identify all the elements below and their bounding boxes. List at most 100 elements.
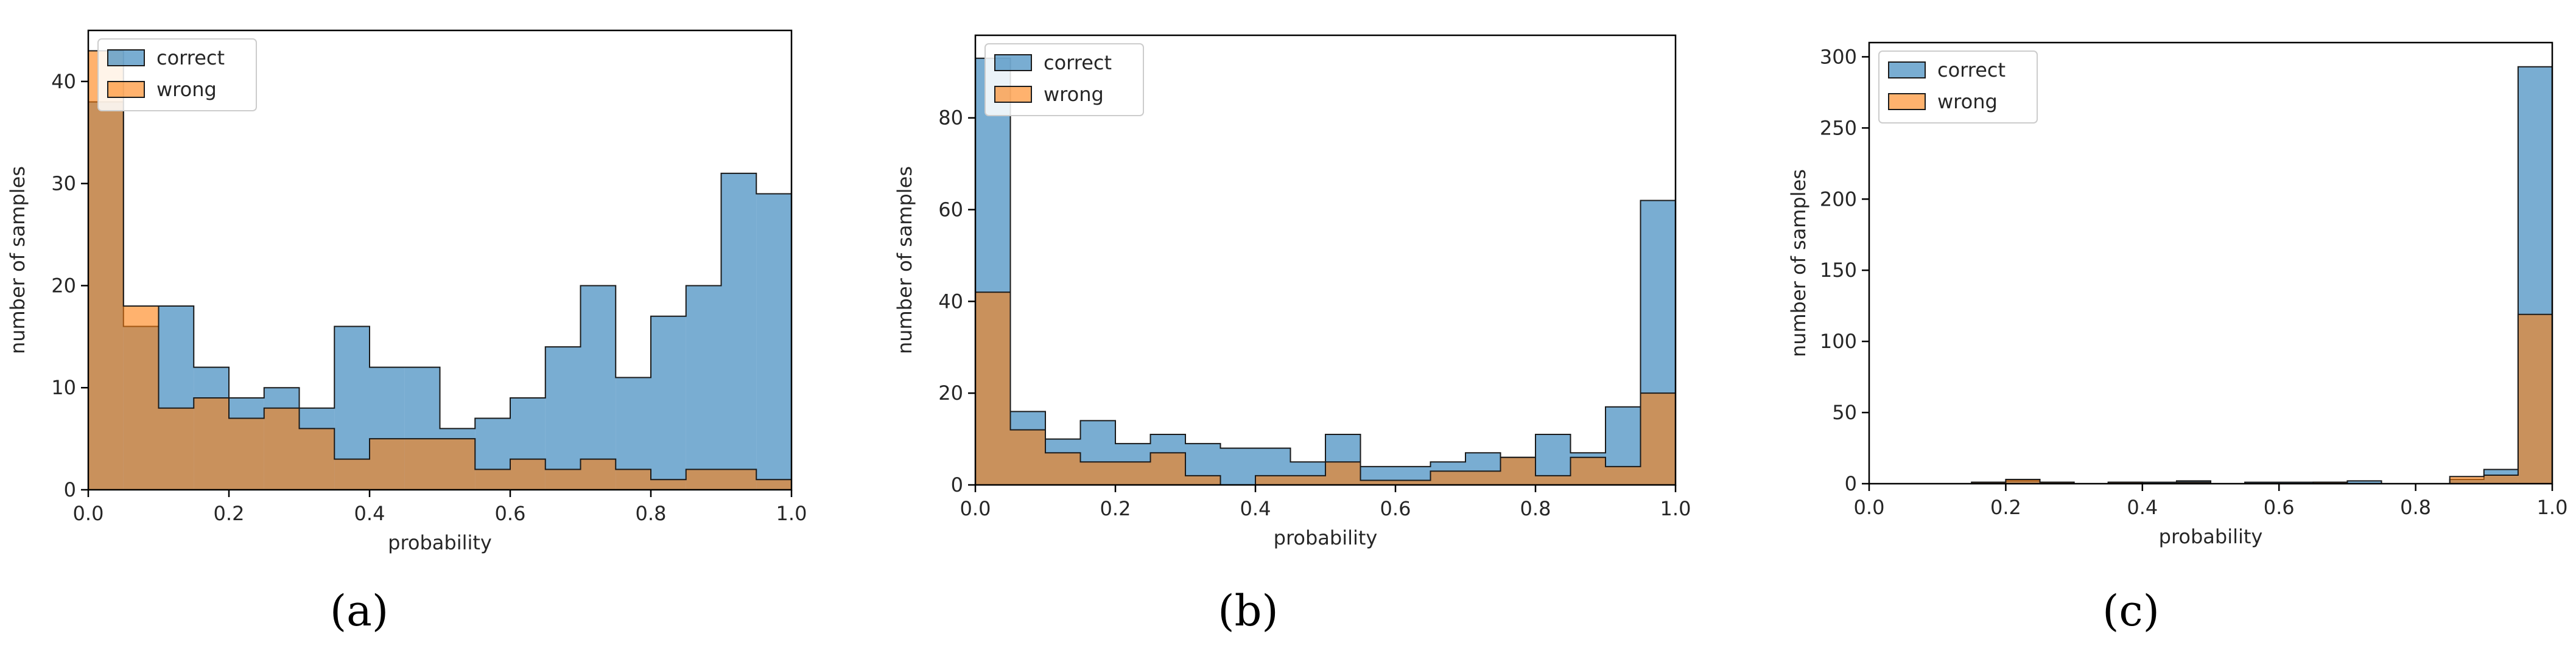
- bar-wrong-4: [1115, 462, 1151, 485]
- x-tick-label: 1.0: [1660, 497, 1691, 520]
- bar-wrong-11: [1360, 480, 1395, 485]
- bar-wrong-15: [1500, 457, 1535, 485]
- bar-wrong-18: [721, 469, 757, 490]
- x-tick-label: 0.8: [2400, 496, 2431, 519]
- legend-label-wrong: wrong: [1044, 83, 1104, 106]
- panel-caption: (a): [330, 586, 388, 636]
- x-tick-label: 0.4: [2127, 496, 2158, 519]
- bar-wrong-2: [158, 408, 194, 490]
- x-tick-label: 0.4: [354, 502, 385, 525]
- y-tick-label: 300: [1820, 45, 1857, 68]
- bar-correct-13: [545, 347, 581, 490]
- bar-wrong-4: [2006, 479, 2040, 484]
- bar-wrong-5: [264, 408, 300, 490]
- bar-wrong-17: [686, 469, 721, 490]
- x-tick-label: 0.2: [1990, 496, 2021, 519]
- x-tick-label: 0.6: [495, 502, 526, 525]
- bar-wrong-8: [370, 439, 405, 490]
- y-tick-label: 20: [938, 381, 963, 405]
- bar-wrong-0: [88, 50, 124, 490]
- bar-wrong-13: [1430, 471, 1465, 485]
- legend-label-correct: correct: [1044, 51, 1112, 74]
- legend-swatch-wrong: [107, 81, 145, 98]
- x-tick-label: 0.8: [1520, 497, 1551, 520]
- bar-correct-17: [686, 285, 721, 490]
- y-tick-label: 200: [1820, 187, 1857, 211]
- y-tick-label: 40: [938, 290, 963, 313]
- bar-wrong-9: [1290, 475, 1325, 485]
- legend-swatch-wrong: [1888, 93, 1926, 110]
- x-tick-label: 0.2: [214, 502, 245, 525]
- x-tick-label: 0.0: [1854, 496, 1885, 519]
- bar-wrong-15: [616, 469, 651, 490]
- y-tick-label: 80: [938, 106, 963, 130]
- x-tick-label: 0.0: [73, 502, 104, 525]
- y-tick-label: 30: [51, 172, 76, 195]
- y-tick-label: 0: [1845, 472, 1857, 495]
- bar-wrong-2: [1045, 453, 1081, 485]
- x-tick-label: 0.8: [636, 502, 667, 525]
- bar-wrong-13: [545, 469, 581, 490]
- x-tick-label: 0.6: [2264, 496, 2295, 519]
- outline-correct: [1869, 66, 2553, 484]
- bar-wrong-14: [1465, 471, 1501, 485]
- bar-correct-19: [756, 193, 791, 490]
- y-axis-label: number of samples: [893, 166, 916, 354]
- bar-wrong-8: [1255, 475, 1291, 485]
- bar-wrong-11: [475, 469, 510, 490]
- y-tick-label: 50: [1832, 401, 1857, 424]
- y-tick-label: 0: [64, 478, 76, 501]
- legend-swatch-correct: [1888, 61, 1926, 78]
- x-tick-label: 0.4: [1240, 497, 1271, 520]
- bar-wrong-19: [2518, 314, 2552, 484]
- bar-wrong-19: [756, 479, 791, 490]
- x-tick-label: 0.6: [1380, 497, 1411, 520]
- y-tick-label: 60: [938, 198, 963, 221]
- axes-frame: [1868, 41, 2553, 485]
- bar-wrong-3: [1080, 462, 1115, 485]
- chart-panel-c: 0.0 0.2 0.4 0.6 0.8 1.0 0 50 100 150 200 250 300 prob…: [1787, 41, 2567, 636]
- legend-label-wrong: wrong: [156, 78, 217, 101]
- y-tick-label: 0: [951, 473, 963, 496]
- bar-wrong-17: [1570, 457, 1606, 485]
- outline-wrong: [1869, 313, 2553, 484]
- outline-correct: [88, 101, 792, 490]
- y-axis-label: number of samples: [1787, 169, 1810, 357]
- bar-wrong-4: [229, 418, 264, 490]
- outline-wrong: [88, 50, 792, 490]
- bar-wrong-18: [2483, 475, 2518, 484]
- y-tick-label: 250: [1820, 116, 1857, 139]
- bar-wrong-16: [651, 479, 686, 490]
- panel-caption: (b): [1218, 586, 1278, 636]
- y-tick-label: 40: [51, 70, 76, 93]
- bar-wrong-10: [440, 439, 476, 490]
- bar-wrong-1: [123, 306, 159, 490]
- bar-correct-7: [1220, 448, 1255, 485]
- bar-wrong-19: [1640, 393, 1676, 485]
- y-tick-label: 150: [1820, 259, 1857, 282]
- bar-correct-14: [580, 285, 616, 490]
- bar-wrong-5: [1150, 453, 1185, 485]
- bar-wrong-12: [510, 459, 546, 490]
- bar-wrong-3: [194, 398, 229, 490]
- bar-correct-18: [721, 173, 757, 490]
- panel-caption: (c): [2102, 586, 2160, 636]
- chart-panel-b: 0.0 0.2 0.4 0.6 0.8 1.0 0 20 40 60 80 probability nu…: [893, 34, 1691, 636]
- x-tick-label: 0.0: [960, 497, 991, 520]
- bar-wrong-17: [2449, 476, 2484, 484]
- x-axis-label: probability: [2159, 525, 2263, 548]
- bar-wrong-10: [1325, 462, 1361, 485]
- y-tick-label: 20: [51, 274, 76, 297]
- bar-wrong-6: [299, 428, 335, 490]
- bar-correct-16: [651, 316, 686, 490]
- bar-wrong-0: [975, 292, 1011, 485]
- y-tick-label: 10: [51, 376, 76, 399]
- bar-wrong-18: [1606, 466, 1641, 485]
- legend-label-correct: correct: [1937, 58, 2006, 82]
- bar-wrong-12: [1395, 480, 1431, 485]
- y-tick-label: 100: [1820, 330, 1857, 353]
- legend-swatch-correct: [107, 49, 145, 66]
- bar-wrong-16: [1535, 475, 1571, 485]
